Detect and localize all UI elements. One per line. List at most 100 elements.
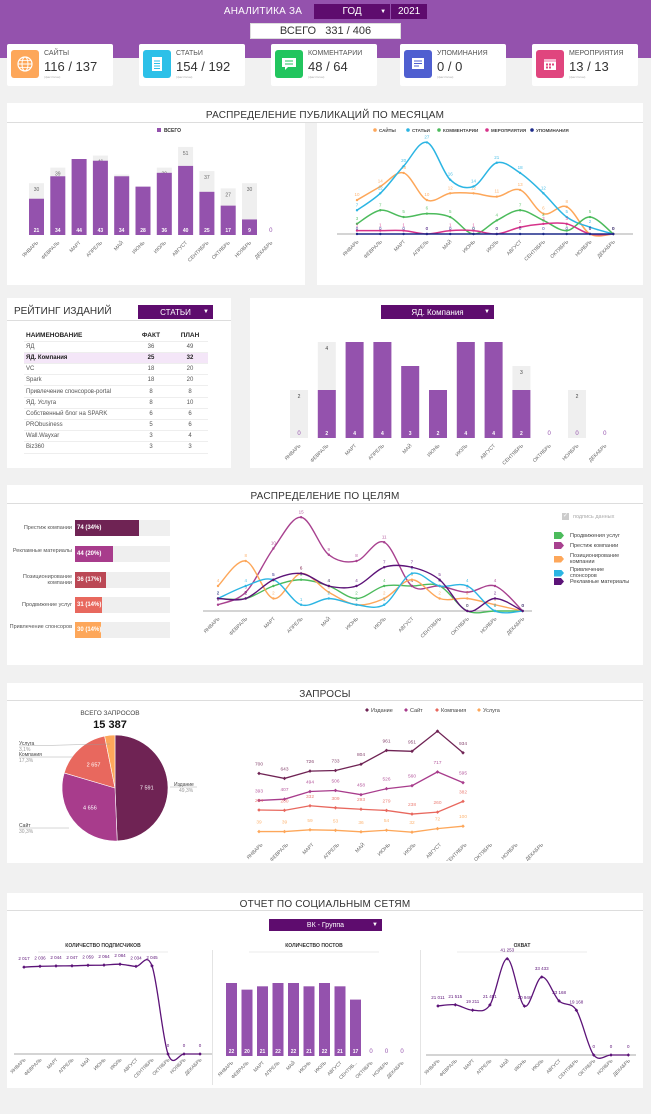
plan-label: 30: [247, 187, 253, 193]
table-row[interactable]: Привлечение спонсоров-portal 8 8: [24, 385, 208, 398]
data-point: [542, 222, 545, 226]
legend-swatch: [157, 128, 161, 132]
data-label: 0: [519, 226, 522, 231]
data-label: 27: [424, 134, 430, 139]
data-point: [466, 597, 469, 600]
bar-label: 21: [337, 1049, 343, 1055]
data-label: 4: [217, 578, 220, 583]
col-plan[interactable]: ПЛАН: [172, 330, 208, 342]
x-tick-label: АПРЕЛЬ: [412, 239, 431, 258]
data-point: [470, 1008, 475, 1012]
table-row[interactable]: PRObusiness 5 6: [24, 419, 208, 432]
x-tick-label: СЕНТЯБРЬ: [187, 240, 211, 264]
legend-label: Рекламные материалы: [570, 578, 630, 585]
social-title: ОТЧЕТ ПО СОЦИАЛЬНЫМ СЕТЯМ: [239, 899, 411, 910]
x-tick-label: ФЕВРАЛЬ: [269, 842, 290, 861]
data-label: 726: [306, 759, 314, 765]
x-tick-label: ЯНВАРЬ: [423, 1058, 441, 1076]
rating-type-dropdown[interactable]: СТАТЬИ ▼: [138, 305, 213, 319]
data-label: 7: [379, 202, 382, 207]
data-point: [438, 584, 441, 588]
data-point: [299, 578, 303, 581]
total-value: 331 / 406: [325, 25, 372, 37]
x-tick-label: ИЮНЬ: [345, 616, 361, 632]
publication-value: ЯД. Компания: [411, 307, 464, 317]
col-name[interactable]: НАИМЕНОВАНИЕ: [24, 330, 130, 342]
data-point: [402, 232, 405, 236]
data-point: [493, 597, 497, 600]
row-fact: 8: [130, 397, 172, 409]
col-fact[interactable]: ФАКТ: [130, 330, 172, 342]
data-label: 1: [383, 597, 386, 602]
data-point: [402, 229, 405, 232]
data-point: [383, 566, 386, 569]
data-point: [355, 222, 359, 226]
data-label: 260: [433, 800, 441, 806]
legend-label: Позиционирование компании: [570, 553, 620, 565]
data-point: [542, 192, 545, 195]
table-row[interactable]: Собственный блог на SPARK 6 6: [24, 408, 208, 421]
data-label: 100: [459, 814, 467, 820]
row-fact: 25: [130, 352, 172, 365]
table-row[interactable]: ЯД. Услуга 8 10: [24, 397, 208, 409]
data-point: [216, 603, 220, 606]
data-label: 3: [542, 216, 545, 221]
legend-item[interactable]: Привлечение спонсоров: [554, 567, 630, 579]
data-label: 21: [494, 155, 500, 160]
fact-label: 0: [575, 431, 579, 437]
slice-name: Сайт: [19, 822, 31, 829]
row-plan: 8: [172, 385, 208, 398]
legend-item[interactable]: Рекламные материалы: [554, 578, 630, 585]
legend-item[interactable]: Престиж компании: [554, 542, 630, 549]
data-label: 293: [357, 797, 365, 803]
table-row[interactable]: ЯД 36 49: [24, 341, 208, 353]
analytics-label: АНАЛИТИКА ЗА: [223, 6, 303, 17]
data-labels-checkbox[interactable]: ✓ подпись данных: [562, 513, 614, 520]
legend-item[interactable]: Позиционирование компании: [554, 553, 630, 565]
x-tick-label: ОКТЯБРЬ: [549, 239, 570, 260]
rating-table-wrap: НАИМЕНОВАНИЕ ФАКТ ПЛАН ЯД 36 49 ЯД. Компани…: [24, 330, 208, 454]
table-row[interactable]: Biz360 3 3: [24, 441, 208, 454]
data-label: 20: [401, 158, 407, 163]
kpi-card[interactable]: САЙТЫ 116 / 137 (факт/план): [7, 44, 113, 86]
goals-title: РАСПРЕДЕЛЕНИЕ ПО ЦЕЛЯМ: [250, 491, 400, 502]
year-dropdown[interactable]: 2021: [391, 4, 428, 19]
x-tick-label: ИЮЛЬ: [403, 842, 418, 857]
x-tick-label: ЯНВАРЬ: [203, 616, 222, 635]
data-label: 717: [433, 760, 441, 766]
data-label: 59: [307, 818, 313, 824]
series-line: [357, 222, 614, 236]
x-tick-label: ДЕКАБРЬ: [612, 1058, 632, 1078]
data-label: 0: [521, 603, 524, 608]
data-point: [436, 1004, 440, 1008]
data-label: 6: [426, 206, 429, 211]
table-row[interactable]: Wall.Wayxar 3 4: [24, 430, 208, 443]
legend-label: Продвижения услуг: [570, 532, 620, 539]
data-label: 12: [541, 185, 547, 190]
data-label: 0: [589, 226, 592, 231]
data-label: 4: [496, 212, 499, 217]
data-label: 0: [379, 226, 382, 231]
kpi-card[interactable]: КОММЕНТАРИИ 48 / 64 (факт/план): [271, 44, 377, 86]
table-row[interactable]: VC 18 20: [24, 363, 208, 376]
table-row[interactable]: ЯД. Компания 25 32: [24, 352, 208, 365]
x-tick-label: ДЕКАБРЬ: [588, 443, 609, 464]
period-dropdown[interactable]: ГОД ▼: [314, 4, 391, 19]
publication-dropdown[interactable]: ЯД. Компания ▼: [381, 305, 494, 319]
bar-label: 0: [385, 1049, 389, 1055]
social-network-dropdown[interactable]: ВК - Группа ▼: [269, 919, 382, 931]
legend-item[interactable]: Продвижения услуг: [554, 532, 630, 539]
legend-marker: [477, 708, 481, 712]
table-row[interactable]: Spark 18 20: [24, 374, 208, 387]
legend-label: САЙТЫ: [379, 126, 396, 133]
rating-type-value: СТАТЬИ: [160, 307, 191, 317]
x-tick-label: СЕНТЯБРЬ: [501, 443, 525, 467]
legend-swatch: [554, 569, 564, 577]
goal-bar: 31 (14%): [75, 597, 102, 613]
data-label: 4: [494, 578, 497, 583]
kpi-card[interactable]: МЕРОПРИЯТИЯ 13 / 13 (факт/план): [532, 44, 638, 86]
x-tick-label: МАЙ: [78, 1055, 92, 1069]
kpi-card[interactable]: СТАТЬИ 154 / 192 (факт/план): [139, 44, 245, 86]
x-tick-label: МАЙ: [440, 237, 454, 251]
kpi-card[interactable]: УПОМИНАНИЯ 0 / 0 (факт/план): [400, 44, 506, 86]
